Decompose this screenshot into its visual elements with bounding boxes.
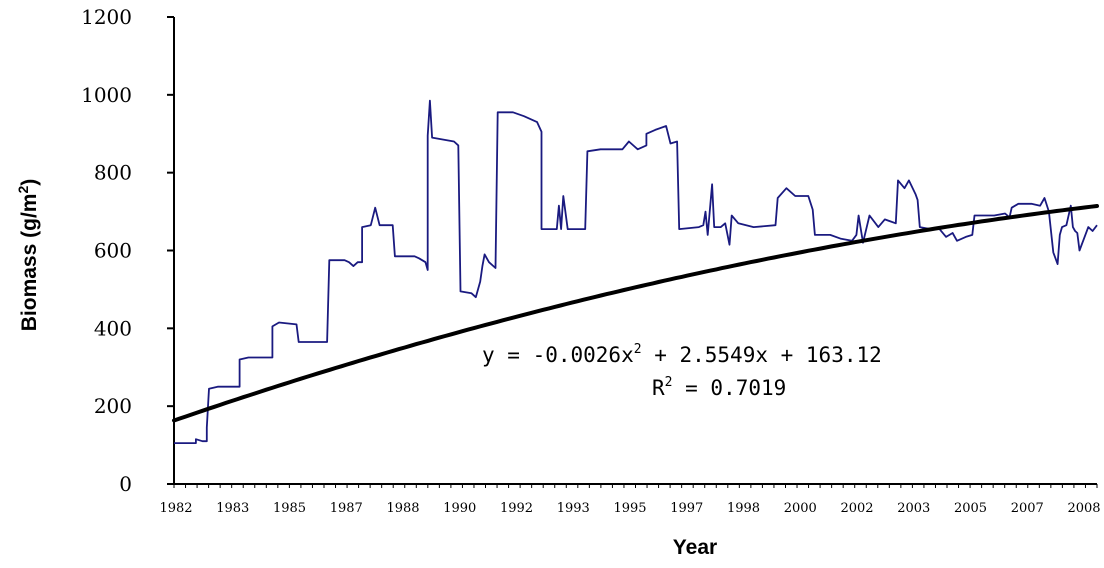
x-tick-label: 2008 bbox=[1067, 501, 1100, 516]
y-tick-label: 800 bbox=[94, 161, 132, 185]
x-tick-label: 1993 bbox=[557, 501, 590, 516]
x-tick-label: 1987 bbox=[330, 501, 363, 516]
x-axis-label: Year bbox=[673, 536, 717, 559]
y-tick-label: 600 bbox=[94, 239, 132, 263]
x-tick-label: 1995 bbox=[613, 501, 646, 516]
x-tick-label: 2007 bbox=[1011, 501, 1044, 516]
y-tick-label: 200 bbox=[94, 394, 132, 418]
axis-lines bbox=[173, 17, 1098, 488]
x-tick-label: 1985 bbox=[273, 501, 306, 516]
x-tick-label: 2000 bbox=[784, 501, 817, 516]
y-axis-label: Biomass (g/m2) bbox=[15, 179, 41, 332]
x-tick-label: 1982 bbox=[159, 501, 192, 516]
r-squared-label: R2 = 0.7019 bbox=[652, 375, 786, 400]
trend-curve bbox=[172, 204, 1099, 423]
x-tick-label: 2003 bbox=[897, 501, 930, 516]
trend-line-series bbox=[172, 204, 1099, 423]
x-tick-label: 1997 bbox=[670, 501, 703, 516]
y-tick-label: 0 bbox=[119, 472, 132, 496]
y-axis-tick-labels: 0 200 400 600 800 1000 1200 bbox=[81, 5, 174, 496]
trend-equation: y = -0.0026x2 + 2.5549x + 163.12 bbox=[482, 342, 882, 367]
y-tick-label: 400 bbox=[94, 316, 132, 340]
x-tick-label: 1983 bbox=[216, 501, 249, 516]
x-tick-label: 1992 bbox=[500, 501, 533, 516]
x-tick-label: 1998 bbox=[727, 501, 760, 516]
y-tick-label: 1200 bbox=[81, 5, 132, 29]
observed-biomass-line bbox=[174, 99, 1098, 444]
x-tick-label: 2002 bbox=[840, 501, 873, 516]
x-tick-label: 2005 bbox=[954, 501, 987, 516]
x-tick-label: 1988 bbox=[386, 501, 419, 516]
observed-biomass-series bbox=[174, 99, 1098, 444]
x-axis-tick-labels: 1982 1983 1985 1987 1988 1990 1992 1993 1995 1997… bbox=[159, 501, 1100, 516]
y-tick-label: 1000 bbox=[81, 83, 132, 107]
x-tick-label: 1990 bbox=[443, 501, 476, 516]
